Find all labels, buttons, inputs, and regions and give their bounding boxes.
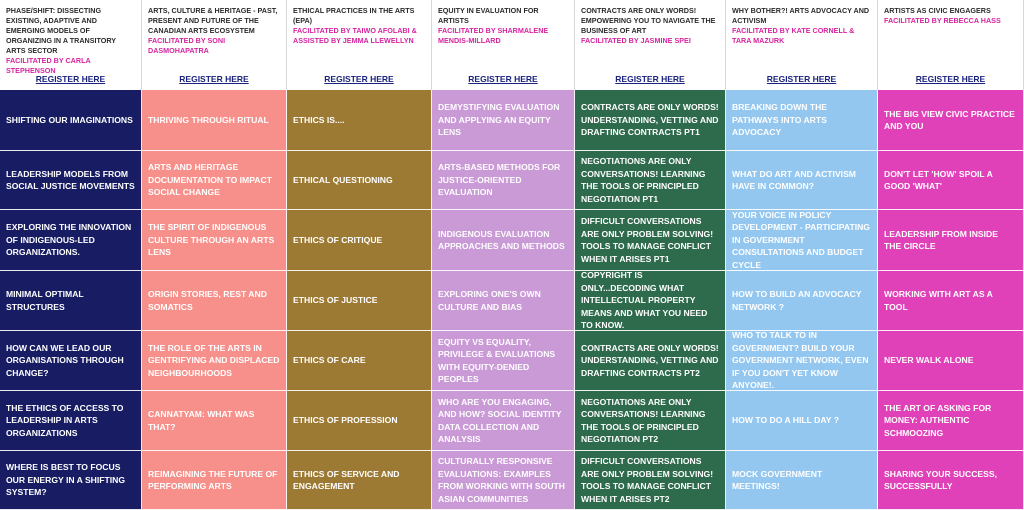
register-here-link[interactable]: REGISTER HERE <box>35 74 106 84</box>
session-cell: CULTURALLY RESPONSIVE EVALUATIONS: EXAMP… <box>432 451 575 510</box>
track-facilitator: FACILITATED BY SHARMALENE MENDIS-MILLARD <box>438 26 549 45</box>
session-cell: ETHICS OF PROFESSION <box>287 391 432 451</box>
session-cell: EXPLORING THE INNOVATION OF INDIGENOUS-L… <box>0 210 142 271</box>
session-cell: ORIGIN STORIES, REST AND SOMATICS <box>142 271 287 331</box>
session-cell: ETHICAL QUESTIONING <box>287 151 432 210</box>
session-cell: LEADERSHIP MODELS FROM SOCIAL JUSTICE MO… <box>0 151 142 210</box>
session-cell: WHERE IS BEST TO FOCUS OUR ENERGY IN A S… <box>0 451 142 510</box>
session-cell: SHIFTING OUR IMAGINATIONS <box>0 90 142 151</box>
session-cell: THE BIG VIEW CIVIC PRACTICE AND YOU <box>878 90 1024 151</box>
session-cell: BREAKING DOWN THE PATHWAYS INTO ARTS ADV… <box>726 90 878 151</box>
session-cell: COPYRIGHT IS ONLY...DECODING WHAT INTELL… <box>575 271 726 331</box>
track-header: WHY BOTHER?! ARTS ADVOCACY AND ACTIVISM F… <box>726 0 878 90</box>
register-here-link[interactable]: REGISTER HERE <box>468 74 538 84</box>
session-cell: ETHICS OF JUSTICE <box>287 271 432 331</box>
session-cell: DIFFICULT CONVERSATIONS ARE ONLY PROBLEM… <box>575 451 726 510</box>
session-cell: ARTS AND HERITAGE DOCUMENTATION TO IMPAC… <box>142 151 287 210</box>
track-facilitator: FACILITATED BY SONI DASMOHAPATRA <box>148 36 226 55</box>
session-cell: THE ART OF ASKING FOR MONEY: AUTHENTIC S… <box>878 391 1024 451</box>
track-facilitator: FACILITATED BY REBECCA HASS <box>884 16 1001 25</box>
register-here-link[interactable]: REGISTER HERE <box>615 74 685 84</box>
track-header: ARTS, CULTURE & HERITAGE - PAST, PRESENT… <box>142 0 287 90</box>
track-header: ETHICAL PRACTICES IN THE ARTS (EPA) FACIL… <box>287 0 432 90</box>
session-cell: ETHICS IS.... <box>287 90 432 151</box>
session-cell: WHAT DO ART AND ACTIVISM HAVE IN COMMON? <box>726 151 878 210</box>
session-cell: DIFFICULT CONVERSATIONS ARE ONLY PROBLEM… <box>575 210 726 271</box>
session-cell: CANNATYAM: WHAT WAS THAT? <box>142 391 287 451</box>
session-cell: ETHICS OF CARE <box>287 331 432 391</box>
session-cell: HOW TO BUILD AN ADVOCACY NETWORK ? <box>726 271 878 331</box>
register-here-link[interactable]: REGISTER HERE <box>915 74 986 84</box>
session-cell: MINIMAL OPTIMAL STRUCTURES <box>0 271 142 331</box>
session-cell: THE ROLE OF THE ARTS IN GENTRIFYING AND … <box>142 331 287 391</box>
session-cell: THRIVING THROUGH RITUAL <box>142 90 287 151</box>
session-cell: NEGOTIATIONS ARE ONLY CONVERSATIONS! LEA… <box>575 151 726 210</box>
register-here-link[interactable]: REGISTER HERE <box>179 74 249 84</box>
session-cell: HOW CAN WE LEAD OUR ORGANISATIONS THROUG… <box>0 331 142 391</box>
session-cell: CONTRACTS ARE ONLY WORDS! UNDERSTANDING,… <box>575 331 726 391</box>
track-facilitator: FACILITATED BY KATE CORNELL & TARA MAZUR… <box>732 26 855 45</box>
session-cell: NEVER WALK ALONE <box>878 331 1024 391</box>
track-header: EQUITY IN EVALUATION FOR ARTISTS FACILITA… <box>432 0 575 90</box>
track-header: CONTRACTS ARE ONLY WORDS! EMPOWERING YOU… <box>575 0 726 90</box>
register-here-link[interactable]: REGISTER HERE <box>324 74 394 84</box>
track-header: ARTISTS AS CIVIC ENGAGERS FACILITATED BY … <box>878 0 1024 90</box>
track-title: ARTISTS AS CIVIC ENGAGERS <box>884 6 991 15</box>
session-cell: ETHICS OF SERVICE AND ENGAGEMENT <box>287 451 432 510</box>
session-cell: WHO ARE YOU ENGAGING, AND HOW? SOCIAL ID… <box>432 391 575 451</box>
session-cell: NEGOTIATIONS ARE ONLY CONVERSATIONS! LEA… <box>575 391 726 451</box>
session-cell: INDIGENOUS EVALUATION APPROACHES AND MET… <box>432 210 575 271</box>
session-cell: YOUR VOICE IN POLICY DEVELOPMENT - PARTI… <box>726 210 878 271</box>
track-facilitator: FACILITATED BY JASMINE SPEI <box>581 36 691 45</box>
track-facilitator: FACILITATED BY TAIWO AFOLABI & ASSISTED … <box>293 26 417 45</box>
session-cell: EQUITY VS EQUALITY, PRIVILEGE & EVALUATI… <box>432 331 575 391</box>
session-cell: EXPLORING ONE'S OWN CULTURE AND BIAS <box>432 271 575 331</box>
session-cell: ARTS-BASED METHODS FOR JUSTICE-ORIENTED … <box>432 151 575 210</box>
track-title: PHASE/SHIFT: DISSECTING EXISTING, ADAPTI… <box>6 6 116 55</box>
session-cell: THE SPIRIT OF INDIGENOUS CULTURE THROUGH… <box>142 210 287 271</box>
session-cell: REIMAGINING THE FUTURE OF PERFORMING ART… <box>142 451 287 510</box>
session-cell: HOW TO DO A HILL DAY ? <box>726 391 878 451</box>
track-title: WHY BOTHER?! ARTS ADVOCACY AND ACTIVISM <box>732 6 870 25</box>
track-header: PHASE/SHIFT: DISSECTING EXISTING, ADAPTI… <box>0 0 142 90</box>
track-title: EQUITY IN EVALUATION FOR ARTISTS <box>438 6 539 25</box>
track-title: CONTRACTS ARE ONLY WORDS! EMPOWERING YOU… <box>581 6 716 35</box>
track-facilitator: FACILITATED BY CARLA STEPHENSON <box>6 56 91 75</box>
session-cell: DEMYSTIFYING EVALUATION AND APPLYING AN … <box>432 90 575 151</box>
session-cell: ETHICS OF CRITIQUE <box>287 210 432 271</box>
track-title: ETHICAL PRACTICES IN THE ARTS (EPA) <box>293 6 415 25</box>
session-cell: CONTRACTS ARE ONLY WORDS! UNDERSTANDING,… <box>575 90 726 151</box>
session-cell: THE ETHICS OF ACCESS TO LEADERSHIP IN AR… <box>0 391 142 451</box>
session-cell: SHARING YOUR SUCCESS, SUCCESSFULLY <box>878 451 1024 510</box>
session-cell: WHO TO TALK TO IN GOVERNMENT? BUILD YOUR… <box>726 331 878 391</box>
session-cell: LEADERSHIP FROM INSIDE THE CIRCLE <box>878 210 1024 271</box>
track-title: ARTS, CULTURE & HERITAGE - PAST, PRESENT… <box>148 6 278 35</box>
session-cell: DON'T LET 'HOW' SPOIL A GOOD 'WHAT' <box>878 151 1024 210</box>
session-cell: MOCK GOVERNMENT MEETINGS! <box>726 451 878 510</box>
session-cell: WORKING WITH ART AS A TOOL <box>878 271 1024 331</box>
register-here-link[interactable]: REGISTER HERE <box>766 74 837 84</box>
